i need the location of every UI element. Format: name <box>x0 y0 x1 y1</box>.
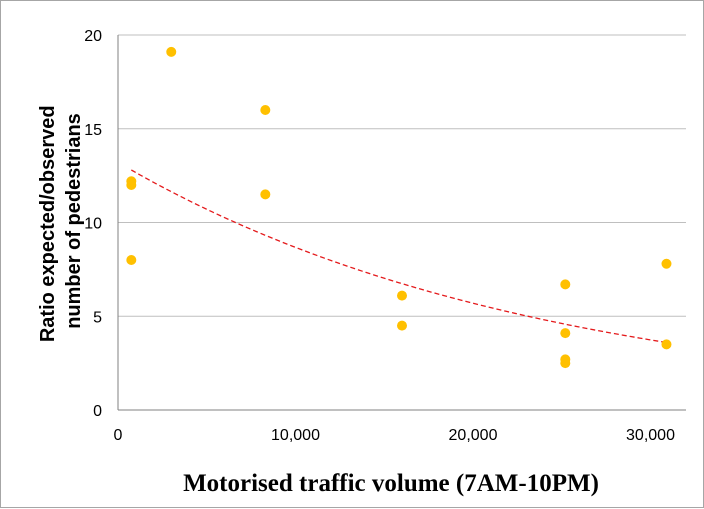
y-tick-label-0: 0 <box>93 403 102 420</box>
x-tick-label-20000: 20,000 <box>449 427 498 444</box>
x-tick-labels: 0 10,000 20,000 30,000 <box>114 427 676 444</box>
data-point-1 <box>126 180 137 190</box>
data-point-5 <box>260 189 271 200</box>
trendline-group <box>130 169 667 344</box>
data-point-6 <box>397 290 407 301</box>
data-points <box>126 46 672 369</box>
y-axis-title-line-2: number of pedestrians <box>63 113 85 329</box>
y-tick-label-10: 10 <box>84 216 102 233</box>
data-point-11 <box>560 358 571 369</box>
x-tick-label-10000: 10,000 <box>271 427 320 444</box>
data-point-12 <box>661 258 672 269</box>
y-axis-title-line-1: Ratio expected/observed <box>37 105 59 342</box>
y-tick-label-15: 15 <box>84 122 102 139</box>
gridlines <box>118 34 686 317</box>
x-axis-title: Motorised traffic volume (7AM-10PM) <box>183 470 599 497</box>
data-point-2 <box>126 255 137 265</box>
data-point-3 <box>166 46 177 57</box>
data-point-8 <box>560 279 571 290</box>
axes <box>117 35 686 411</box>
data-point-9 <box>560 328 571 339</box>
x-tick-label-30000: 30,000 <box>626 427 675 444</box>
trendline <box>130 169 667 344</box>
y-tick-label-5: 5 <box>93 309 102 326</box>
x-tick-label-0: 0 <box>114 427 123 444</box>
y-tick-label-20: 20 <box>84 28 102 45</box>
y-axis-title: Ratio expected/observed number of pedest… <box>37 100 85 342</box>
data-point-13 <box>661 339 672 350</box>
y-tick-labels: 0 5 10 15 20 <box>84 28 102 420</box>
data-point-7 <box>397 320 407 331</box>
data-point-4 <box>260 105 271 115</box>
